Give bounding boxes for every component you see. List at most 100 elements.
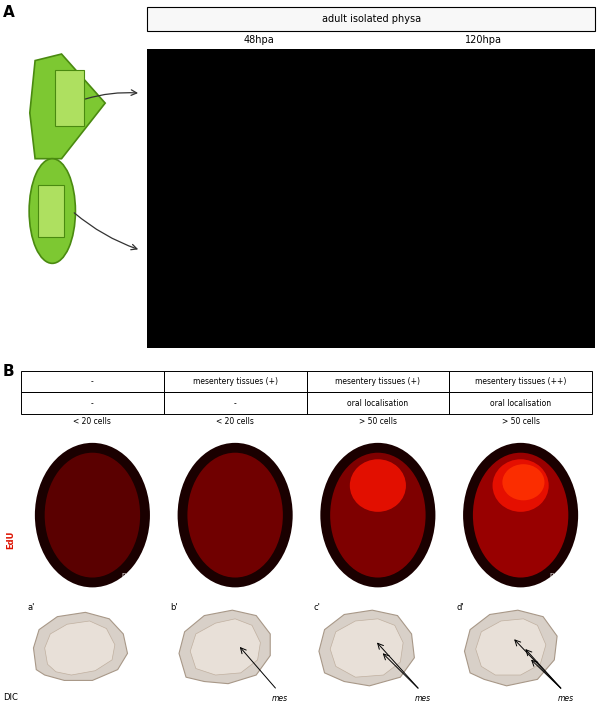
Point: [248, 148, 258, 159]
Point: [190, 134, 200, 146]
Point: [309, 292, 319, 304]
Point: [189, 186, 199, 198]
Point: [207, 154, 216, 166]
Point: [239, 97, 248, 108]
Point: [210, 78, 219, 90]
Polygon shape: [30, 54, 105, 159]
Point: [316, 188, 325, 200]
Text: n = 10/10: n = 10/10: [156, 183, 194, 193]
Point: [170, 75, 180, 87]
Point: [172, 74, 182, 85]
Point: [342, 139, 352, 150]
Ellipse shape: [429, 90, 537, 182]
Point: [300, 74, 310, 85]
Point: [333, 110, 343, 122]
Point: [259, 250, 269, 262]
Point: [157, 97, 166, 109]
Point: [355, 87, 364, 99]
Point: [196, 86, 206, 97]
Point: [148, 68, 157, 79]
Text: 10%: 10%: [427, 587, 442, 592]
Point: [210, 167, 219, 178]
Text: oral localisation: oral localisation: [490, 399, 551, 407]
Point: [264, 62, 274, 73]
Point: [219, 52, 229, 63]
Point: [148, 76, 158, 87]
Point: [304, 176, 313, 188]
Point: [351, 158, 361, 169]
Point: [227, 141, 237, 152]
Text: c: c: [315, 439, 320, 449]
Point: [267, 269, 277, 280]
Point: [171, 227, 181, 238]
Point: [214, 64, 224, 75]
Point: [150, 67, 160, 78]
Text: d': d': [456, 603, 464, 611]
Point: [212, 144, 222, 155]
Point: [173, 95, 183, 107]
Text: a: a: [29, 439, 35, 449]
Point: [222, 318, 232, 329]
Point: [205, 53, 215, 65]
Text: mesentery tissues (+): mesentery tissues (+): [335, 378, 420, 386]
Polygon shape: [44, 621, 115, 675]
Point: [157, 167, 166, 178]
Point: [330, 319, 340, 330]
Point: [212, 86, 222, 97]
Text: mesentery tissues (+): mesentery tissues (+): [193, 378, 278, 386]
Text: 20mM HU: 20mM HU: [382, 326, 419, 335]
Point: [291, 210, 301, 221]
Point: [313, 216, 323, 228]
Point: [335, 303, 345, 314]
Point: [180, 153, 190, 164]
Polygon shape: [179, 610, 270, 684]
Point: [343, 137, 352, 149]
Text: n = 39/63: n = 39/63: [122, 572, 157, 577]
Point: [276, 114, 285, 125]
Point: [209, 186, 219, 197]
Point: [342, 107, 352, 118]
Text: mes: mes: [558, 695, 573, 703]
Point: [216, 99, 225, 110]
Point: [163, 90, 172, 102]
Point: [153, 89, 162, 100]
Point: [187, 100, 197, 111]
Point: [239, 50, 248, 61]
Point: [267, 59, 277, 70]
Text: mes: mes: [272, 695, 288, 703]
Point: [319, 51, 329, 63]
Text: -: -: [91, 399, 94, 407]
Point: [195, 166, 205, 178]
Point: [339, 100, 349, 112]
Point: [254, 95, 263, 107]
Point: [266, 207, 275, 218]
Text: n = 14/63: n = 14/63: [550, 572, 585, 577]
Point: [175, 199, 185, 210]
Point: [304, 110, 313, 122]
Text: EdU: EdU: [156, 137, 173, 146]
Ellipse shape: [35, 443, 150, 587]
Point: [255, 102, 264, 114]
Point: [348, 55, 358, 66]
Point: [186, 141, 195, 153]
Text: a': a': [28, 603, 35, 611]
Point: [311, 65, 320, 77]
Point: [311, 89, 320, 100]
Point: [218, 170, 228, 181]
Ellipse shape: [502, 464, 545, 501]
Point: [293, 118, 302, 129]
Text: n =  10/10: n = 10/10: [543, 183, 584, 193]
Point: [161, 97, 171, 108]
Point: [224, 266, 234, 277]
Text: 6%: 6%: [288, 587, 300, 592]
Point: [326, 60, 335, 72]
Point: [281, 48, 290, 59]
Ellipse shape: [44, 453, 140, 577]
Text: mes: mes: [415, 695, 431, 703]
Point: [154, 62, 163, 73]
Ellipse shape: [178, 443, 293, 587]
Point: [277, 284, 287, 295]
Point: [257, 95, 267, 107]
Text: > 50 cells: > 50 cells: [359, 417, 397, 427]
Point: [345, 86, 355, 97]
